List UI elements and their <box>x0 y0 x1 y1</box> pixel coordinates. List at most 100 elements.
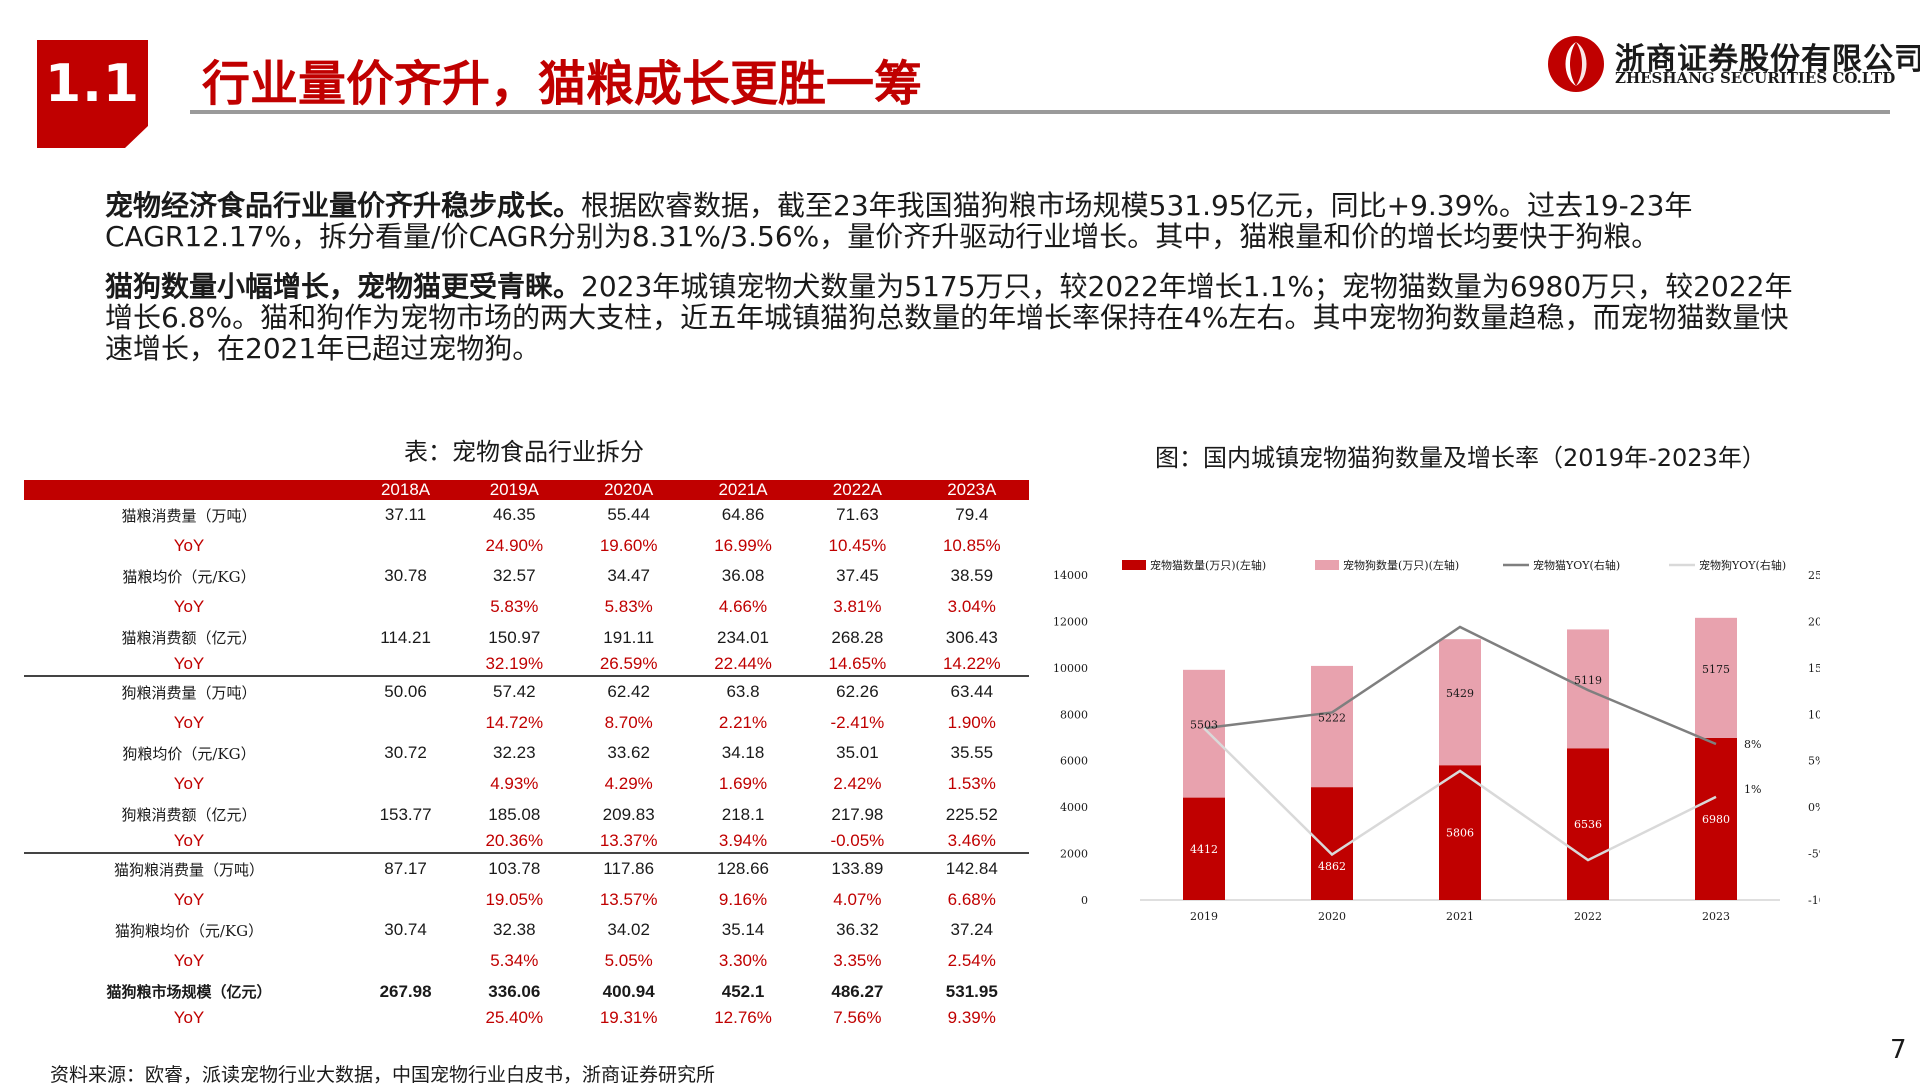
table-cell: 37.45 <box>836 566 879 586</box>
company-logo-icon <box>1548 36 1604 92</box>
badge-notch <box>125 126 148 148</box>
row-label: 狗粮均价（元/KG） <box>122 744 256 763</box>
table-header-cell: 2022A <box>800 480 915 500</box>
cat-data-label: 6536 <box>1574 818 1602 831</box>
table-cell: 32.23 <box>493 743 536 763</box>
row-label: 猫狗粮消费量（万吨） <box>113 860 264 879</box>
table-cell: 3.46% <box>914 829 1029 854</box>
table-cell: 10.85% <box>942 535 1001 555</box>
table-cell: 209.83 <box>602 804 655 824</box>
table-cell: 22.44% <box>685 652 801 677</box>
legend-label: 宠物狗YOY(右轴) <box>1699 558 1786 572</box>
row-label: YoY <box>173 712 205 732</box>
table-cell: 14.22% <box>914 652 1029 677</box>
table-header-cell: 2020A <box>571 480 686 500</box>
table-cell: -2.41% <box>830 712 885 732</box>
y-right-tick-label: 15% <box>1808 662 1820 675</box>
table-cell: 12.76% <box>714 1007 772 1027</box>
table-cell: 3.94% <box>685 829 801 854</box>
cat-data-label: 4862 <box>1318 860 1346 873</box>
table-cell: 24.90% <box>485 535 544 555</box>
table-cell: 32.57 <box>493 566 536 586</box>
page-number: 7 <box>1890 1035 1907 1065</box>
table-cell: 2.54% <box>947 951 996 971</box>
dog-count-bar <box>1695 617 1737 738</box>
paragraph-2: 猫狗数量小幅增长，宠物猫更受青睐。2023年城镇宠物犬数量为5175万只，较20… <box>105 271 1805 364</box>
company-name-en: ZHESHANG SECURITIES CO.LTD <box>1615 69 1896 87</box>
table-cell: 8.70% <box>604 712 653 732</box>
table-cell: 1.69% <box>718 774 768 794</box>
paragraph-1: 宠物经济食品行业量价齐升稳步成长。根据欧睿数据，截至23年我国猫狗粮市场规模53… <box>105 190 1805 252</box>
table-cell: 150.97 <box>488 627 541 647</box>
x-tick-label: 2023 <box>1702 910 1730 923</box>
table-header-cell <box>24 480 354 500</box>
table-cell: 19.05% <box>485 889 544 909</box>
row-label: 猫狗粮均价（元/KG） <box>114 921 264 940</box>
dog-count-bar <box>1439 639 1481 766</box>
table-cell: 13.57% <box>599 889 658 909</box>
x-tick-label: 2020 <box>1318 910 1346 923</box>
table-cell: 62.42 <box>607 682 650 702</box>
table-cell: 103.78 <box>488 859 541 879</box>
table-row: YoY 20.36% 13.37% 3.94% -0.05% 3.46% <box>24 829 1029 854</box>
table-row: YoY 5.83% 5.83% 4.66% 3.81% 3.04% <box>24 592 1029 623</box>
y-right-tick-label: 10% <box>1808 708 1820 721</box>
table-cell: 35.14 <box>721 920 765 940</box>
y-left-tick-label: 2000 <box>1060 848 1088 861</box>
table-cell: 4.93% <box>490 774 539 794</box>
table-row: 猫粮均价（元/KG） 30.78 32.57 34.47 36.08 37.45 38.59 <box>24 561 1029 592</box>
table-cell: 36.32 <box>836 920 879 940</box>
table-caption: 表：宠物食品行业拆分 <box>404 438 644 466</box>
table-cell: 3.81% <box>833 597 882 617</box>
table-cell: 268.28 <box>831 627 884 647</box>
table-cell: 5.34% <box>490 951 539 971</box>
table-cell: 35.01 <box>836 743 879 763</box>
table-row: 狗粮消费额（亿元） 153.77 185.08 209.83 218.1 217.98 22… <box>24 799 1029 830</box>
table-cell: 57.42 <box>493 682 536 702</box>
table-cell: 55.44 <box>607 505 650 525</box>
y-right-tick-label: 0% <box>1808 801 1820 814</box>
y-right-tick-label: 25% <box>1808 569 1820 582</box>
table-cell: 36.08 <box>721 566 765 586</box>
page-title: 行业量价齐升，猫粮成长更胜一筹 <box>202 56 923 112</box>
table-cell: 400.94 <box>602 981 655 1001</box>
x-tick-label: 2019 <box>1190 910 1218 923</box>
paragraph-1-lead: 宠物经济食品行业量价齐升稳步成长。 <box>105 189 582 222</box>
cat-count-bar <box>1183 797 1225 900</box>
table-cell: 34.18 <box>721 743 765 763</box>
cat-data-label: 6980 <box>1702 813 1730 826</box>
section-number-badge: 1.1 <box>37 40 148 148</box>
y-right-tick-label: 20% <box>1808 615 1820 628</box>
table-header-row: 2018A 2019A 2020A 2021A 2022A 2023A <box>24 480 1029 500</box>
table-header-cell: 2023A <box>914 480 1029 500</box>
table-cell: 336.06 <box>488 981 541 1001</box>
table-cell: 87.17 <box>384 859 427 879</box>
legend-label: 宠物狗数量(万只)(左轴) <box>1343 558 1459 572</box>
table-cell: 117.86 <box>603 859 655 879</box>
table-cell: 153.77 <box>379 804 432 824</box>
table-row: YoY 4.93% 4.29% 1.69% 2.42% 1.53% <box>24 769 1029 800</box>
table-cell: 4.29% <box>604 774 653 794</box>
dog-data-label: 5175 <box>1702 663 1730 676</box>
paragraph-1-text: 根据欧睿数据，截至23年我国猫狗粮市场规模531.95亿元，同比+9.39%。过… <box>105 189 1693 253</box>
table-cell <box>354 885 457 916</box>
table-cell <box>354 592 457 623</box>
table-cell <box>354 708 457 739</box>
table-row: 狗粮消费量（万吨） 50.06 57.42 62.42 63.8 62.26 63.44 <box>24 676 1029 708</box>
table-row: YoY 24.90% 19.60% 16.99% 10.45% 10.85% <box>24 531 1029 562</box>
table-cell: 9.39% <box>947 1007 996 1027</box>
company-name-cn: 浙商证券股份有限公司 <box>1615 42 1920 77</box>
table-cell: 37.11 <box>384 505 427 525</box>
y-left-tick-label: 10000 <box>1053 662 1088 675</box>
y-right-tick-label: -10% <box>1808 894 1820 907</box>
table-cell: 16.99% <box>714 535 772 555</box>
table-row: YoY 25.40% 19.31% 12.76% 7.56% 9.39% <box>24 1007 1029 1029</box>
table-row: 猫狗粮市场规模（亿元） 267.98 336.06 400.94 452.1 486.27… <box>24 976 1029 1007</box>
table-cell: 19.31% <box>599 1007 658 1027</box>
table-row: YoY 19.05% 13.57% 9.16% 4.07% 6.68% <box>24 885 1029 916</box>
table-cell <box>354 1007 457 1029</box>
table-cell: 128.66 <box>717 859 770 879</box>
cat-yoy-end-label: 8% <box>1744 738 1761 751</box>
table-cell: 14.65% <box>800 652 915 677</box>
row-label: 猫狗粮市场规模（亿元） <box>106 983 272 1002</box>
